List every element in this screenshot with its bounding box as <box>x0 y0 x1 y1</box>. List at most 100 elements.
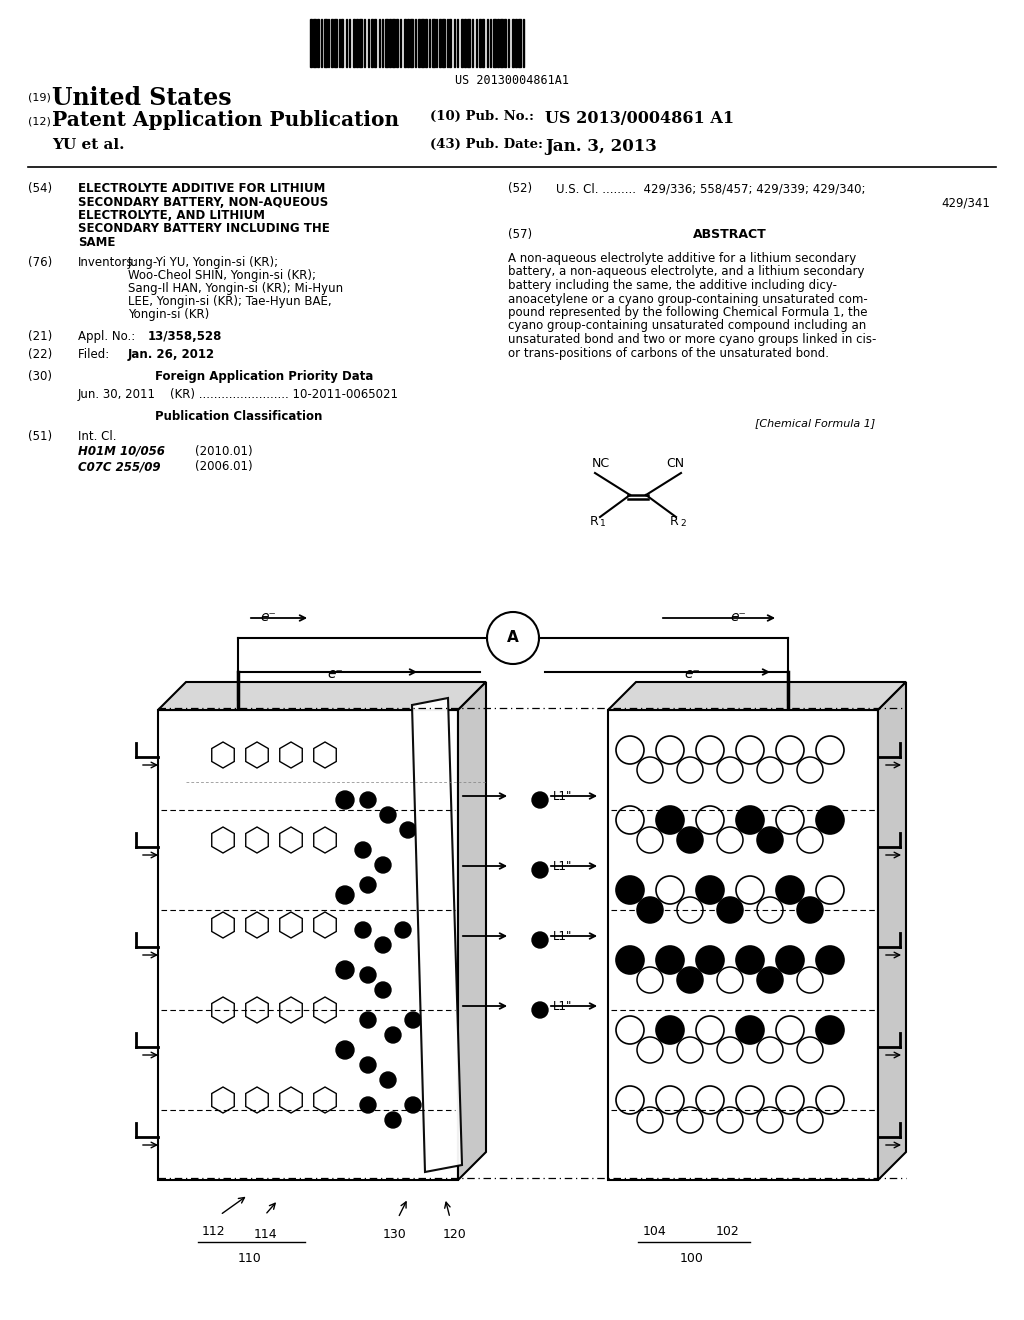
Circle shape <box>677 756 703 783</box>
Circle shape <box>797 1107 823 1133</box>
Text: R: R <box>670 515 679 528</box>
Polygon shape <box>313 1086 336 1113</box>
Bar <box>341 18 343 67</box>
Circle shape <box>757 898 783 923</box>
Text: 1: 1 <box>600 519 606 528</box>
Text: (2010.01): (2010.01) <box>195 445 253 458</box>
Circle shape <box>385 1111 401 1129</box>
Circle shape <box>532 862 548 878</box>
Bar <box>374 18 376 67</box>
Text: A non-aqueous electrolyte additive for a lithium secondary: A non-aqueous electrolyte additive for a… <box>508 252 856 265</box>
Text: Jun. 30, 2011    (KR) ........................ 10-2011-0065021: Jun. 30, 2011 (KR) .....................… <box>78 388 399 401</box>
Text: e⁻: e⁻ <box>260 610 275 624</box>
Bar <box>356 18 358 67</box>
Circle shape <box>797 968 823 993</box>
Text: Foreign Application Priority Data: Foreign Application Priority Data <box>155 370 374 383</box>
Polygon shape <box>280 997 302 1023</box>
Text: 104: 104 <box>643 1225 667 1238</box>
Text: Inventors:: Inventors: <box>78 256 137 269</box>
Bar <box>334 18 337 67</box>
Polygon shape <box>313 828 336 853</box>
Circle shape <box>677 828 703 853</box>
Text: 100: 100 <box>680 1251 703 1265</box>
Circle shape <box>717 1107 743 1133</box>
Text: LEE, Yongin-si (KR); Tae-Hyun BAE,: LEE, Yongin-si (KR); Tae-Hyun BAE, <box>128 294 332 308</box>
Circle shape <box>360 1012 376 1028</box>
Bar <box>371 18 373 67</box>
Circle shape <box>677 898 703 923</box>
Circle shape <box>656 1016 684 1044</box>
Bar <box>515 18 517 67</box>
Circle shape <box>375 982 391 998</box>
Bar <box>479 18 481 67</box>
Circle shape <box>736 876 764 904</box>
Bar <box>449 18 451 67</box>
Circle shape <box>816 946 844 974</box>
Polygon shape <box>280 912 302 939</box>
Bar <box>425 18 427 67</box>
Circle shape <box>616 1086 644 1114</box>
Circle shape <box>656 876 684 904</box>
Circle shape <box>637 1038 663 1063</box>
Bar <box>439 18 441 67</box>
Polygon shape <box>212 742 234 768</box>
Circle shape <box>677 968 703 993</box>
Polygon shape <box>313 997 336 1023</box>
Text: e⁻: e⁻ <box>327 667 343 681</box>
Text: [Chemical Formula 1]: [Chemical Formula 1] <box>755 418 874 428</box>
Text: H01M 10/056: H01M 10/056 <box>78 445 165 458</box>
Polygon shape <box>246 828 268 853</box>
Bar <box>353 18 355 67</box>
Circle shape <box>816 876 844 904</box>
Text: (19): (19) <box>28 92 51 102</box>
Circle shape <box>717 756 743 783</box>
Text: cyano group-containing unsaturated compound including an: cyano group-containing unsaturated compo… <box>508 319 866 333</box>
Text: L1": L1" <box>553 789 572 803</box>
Circle shape <box>797 898 823 923</box>
Text: unsaturated bond and two or more cyano groups linked in cis-: unsaturated bond and two or more cyano g… <box>508 333 877 346</box>
Text: A: A <box>507 631 519 645</box>
Bar <box>608 710 878 1180</box>
Circle shape <box>696 807 724 834</box>
Circle shape <box>717 1038 743 1063</box>
Circle shape <box>532 932 548 948</box>
Text: 102: 102 <box>716 1225 740 1238</box>
Circle shape <box>360 792 376 808</box>
Circle shape <box>532 1002 548 1018</box>
Text: Int. Cl.: Int. Cl. <box>78 430 117 444</box>
Bar <box>158 710 458 1180</box>
Circle shape <box>637 1107 663 1133</box>
Bar <box>404 18 406 67</box>
Text: U.S. Cl. .........  429/336; 558/457; 429/339; 429/340;: U.S. Cl. ......... 429/336; 558/457; 429… <box>556 182 865 195</box>
Bar <box>442 18 445 67</box>
Circle shape <box>406 1097 421 1113</box>
Bar <box>313 18 316 67</box>
Circle shape <box>776 946 804 974</box>
Circle shape <box>637 898 663 923</box>
Text: (30): (30) <box>28 370 52 383</box>
Circle shape <box>616 876 644 904</box>
Circle shape <box>400 822 416 838</box>
Circle shape <box>757 828 783 853</box>
Text: (12): (12) <box>28 116 51 125</box>
Text: SECONDARY BATTERY, NON-AQUEOUS: SECONDARY BATTERY, NON-AQUEOUS <box>78 195 329 209</box>
Circle shape <box>532 792 548 808</box>
Text: (10) Pub. No.:: (10) Pub. No.: <box>430 110 534 123</box>
Polygon shape <box>158 682 486 710</box>
Text: Filed:: Filed: <box>78 348 135 360</box>
Circle shape <box>355 921 371 939</box>
Bar <box>421 18 424 67</box>
Circle shape <box>797 828 823 853</box>
Circle shape <box>656 807 684 834</box>
Bar <box>432 18 435 67</box>
Circle shape <box>717 968 743 993</box>
Circle shape <box>797 756 823 783</box>
Circle shape <box>797 1038 823 1063</box>
Circle shape <box>375 857 391 873</box>
Circle shape <box>677 1038 703 1063</box>
Circle shape <box>717 828 743 853</box>
Polygon shape <box>412 698 462 1172</box>
Text: (57): (57) <box>508 228 532 242</box>
Text: 112: 112 <box>201 1225 225 1238</box>
Text: R: R <box>590 515 599 528</box>
